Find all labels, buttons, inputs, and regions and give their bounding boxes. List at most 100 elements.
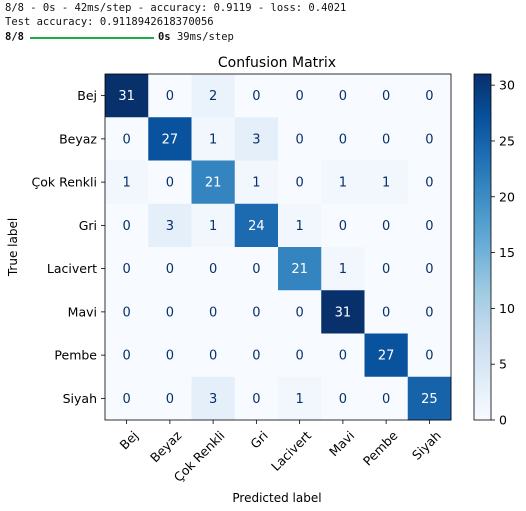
cell-value-label: 0	[295, 305, 303, 320]
cell-value-label: 27	[162, 132, 179, 147]
cell-value-label: 31	[118, 89, 135, 104]
heatmap-cell	[105, 333, 149, 378]
cell-value-label: 21	[205, 176, 222, 191]
progress-suffix-rate: 39ms/step	[170, 31, 234, 43]
heatmap-cell	[364, 333, 409, 378]
y-tick-label: Pembe	[54, 348, 97, 363]
cell-value-label: 1	[339, 262, 347, 277]
cell-value-label: 0	[382, 262, 390, 277]
heatmap-cell	[321, 74, 365, 118]
heatmap-cell	[278, 160, 322, 205]
heatmap-cell	[278, 376, 322, 421]
heatmap-cell	[105, 247, 149, 291]
heatmap-cell	[234, 160, 279, 205]
heatmap-cell	[321, 247, 365, 291]
heatmap-cell	[278, 290, 322, 334]
cell-value-label: 2	[209, 89, 217, 104]
heatmap-cell	[191, 290, 236, 334]
colorbar-tick-label: 25	[499, 133, 515, 148]
heatmap-cell	[278, 117, 322, 161]
log-line-2: Test accuracy: 0.9118942618370056	[5, 16, 214, 28]
heatmap-cell	[364, 117, 409, 161]
y-tick-label: Mavi	[68, 304, 97, 319]
heatmap-cell	[407, 290, 452, 334]
cell-value-label: 0	[252, 89, 260, 104]
heatmap-cell	[364, 376, 409, 421]
heatmap-cell	[234, 376, 279, 421]
cell-value-label: 1	[209, 219, 217, 234]
heatmap-frame	[104, 73, 452, 421]
cell-value-label: 0	[122, 392, 130, 407]
cell-value-label: 0	[425, 305, 433, 320]
y-tick-label: Siyah	[63, 391, 97, 406]
y-axis-label: True label	[6, 218, 20, 277]
heatmap-cell	[364, 247, 409, 291]
cell-value-label: 0	[295, 349, 303, 364]
colorbar-tick-label: 0	[499, 413, 507, 428]
heatmap-cell	[234, 247, 279, 291]
cell-value-label: 3	[252, 132, 260, 147]
x-tick-label: Pembe	[360, 428, 401, 469]
heatmap-cell	[364, 160, 409, 205]
cell-value-label: 0	[166, 262, 174, 277]
cell-value-label: 0	[166, 392, 174, 407]
y-tick-label: Beyaz	[59, 131, 97, 146]
heatmap-cell	[105, 160, 149, 205]
heatmap-cell	[407, 247, 452, 291]
cell-value-label: 0	[339, 349, 347, 364]
heatmap-cell	[148, 290, 192, 334]
x-tick-label: Siyah	[409, 428, 444, 463]
heatmap-cell	[191, 74, 236, 118]
x-tick-label: Lacivert	[268, 428, 314, 474]
cell-value-label: 1	[252, 176, 260, 191]
heatmap-cell	[191, 247, 236, 291]
cell-value-label: 0	[295, 89, 303, 104]
cell-value-label: 0	[166, 305, 174, 320]
cell-value-label: 0	[425, 219, 433, 234]
heatmap-cell	[234, 203, 279, 248]
x-tick-label: Mavi	[326, 428, 357, 459]
heatmap-cell	[105, 290, 149, 334]
cell-value-label: 0	[382, 132, 390, 147]
heatmap-cell	[191, 376, 236, 421]
cell-value-label: 0	[209, 349, 217, 364]
cell-value-label: 0	[209, 262, 217, 277]
heatmap-cell	[364, 290, 409, 334]
heatmap-cell	[148, 333, 192, 378]
heatmap-cell	[148, 376, 192, 421]
heatmap-cell	[191, 333, 236, 378]
heatmap-cell	[148, 74, 192, 118]
cell-value-label: 24	[248, 219, 265, 234]
heatmap-cell	[234, 74, 279, 118]
progress-label: 8/8	[5, 31, 24, 43]
cell-value-label: 1	[339, 176, 347, 191]
cell-value-label: 0	[122, 219, 130, 234]
heatmap-cell	[278, 333, 322, 378]
colorbar	[473, 73, 492, 421]
heatmap-cell	[407, 203, 452, 248]
colorbar-tick-label: 10	[499, 301, 515, 316]
heatmap-cell	[321, 290, 365, 334]
heatmap-cell	[407, 160, 452, 205]
y-tick-label: Lacivert	[47, 261, 97, 276]
cell-value-label: 0	[425, 262, 433, 277]
cell-value-label: 0	[209, 305, 217, 320]
heatmap-cells: 31 0 2 0 0 0 0 00 27 1 3 0 0 0 01 0 21 1 0 1 1 00 3 1 24 1 0 0 00 0 0 0…	[105, 74, 452, 421]
heatmap-cell	[278, 203, 322, 248]
heatmap-cell	[407, 333, 452, 378]
progress-suffix-time: 0s	[157, 31, 171, 43]
heatmap-cell	[105, 74, 149, 118]
colorbar-tick-label: 5	[499, 357, 507, 372]
chart-title: Confusion Matrix	[218, 55, 336, 71]
cell-value-label: 0	[166, 89, 174, 104]
colorbar-ticks: 0 5 10 15 20 25 30	[491, 78, 515, 428]
heatmap-cell	[278, 74, 322, 118]
cell-value-label: 1	[209, 132, 217, 147]
cell-value-label: 3	[166, 219, 174, 234]
cell-value-label: 0	[339, 89, 347, 104]
heatmap-cell	[105, 117, 149, 161]
heatmap-cell	[234, 117, 279, 161]
heatmap-cell	[364, 203, 409, 248]
heatmap-cell	[105, 376, 149, 421]
